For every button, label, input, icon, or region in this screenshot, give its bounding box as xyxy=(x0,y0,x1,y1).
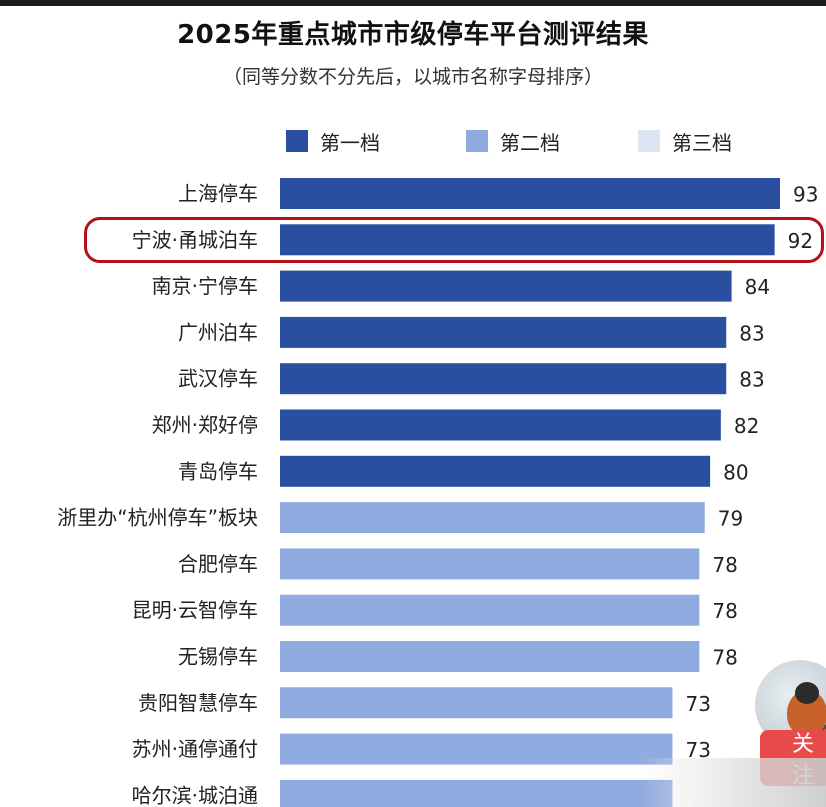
bar-5 xyxy=(280,409,721,441)
category-label-4: 武汉停车 xyxy=(178,367,258,391)
bar-2 xyxy=(280,270,732,302)
category-label-3: 广州泊车 xyxy=(178,320,258,344)
value-label-7: 79 xyxy=(718,507,743,531)
bar-12 xyxy=(280,733,673,765)
bar-6 xyxy=(280,455,711,487)
legend-label-tier3: 第三档 xyxy=(672,130,732,155)
chart-title: 2025年重点城市市级停车平台测评结果 xyxy=(177,20,649,50)
legend-swatch-tier2 xyxy=(466,130,488,152)
category-label-7: 浙里办“杭州停车”板块 xyxy=(57,506,258,530)
bar-13 xyxy=(280,779,673,807)
category-label-6: 青岛停车 xyxy=(178,459,258,483)
highlight-box xyxy=(84,217,824,263)
bar-7 xyxy=(280,502,705,534)
value-label-9: 78 xyxy=(712,599,737,623)
legend-swatch-tier3 xyxy=(638,130,660,152)
category-label-9: 昆明·云智停车 xyxy=(132,598,258,622)
legend: 第一档 第二档 第三档 xyxy=(0,126,826,156)
value-label-2: 84 xyxy=(745,275,770,299)
category-label-5: 郑州·郑好停 xyxy=(152,413,258,437)
legend-label-tier1: 第一档 xyxy=(320,130,380,155)
category-label-10: 无锡停车 xyxy=(178,645,258,669)
legend-item-tier3: 第三档 xyxy=(638,126,732,156)
bar-4 xyxy=(280,363,727,395)
bottom-overlay xyxy=(640,758,826,807)
chart-subtitle: （同等分数不分先后，以城市名称字母排序） xyxy=(222,66,603,88)
value-label-0: 93 xyxy=(793,183,818,207)
value-label-3: 83 xyxy=(739,321,764,345)
category-label-8: 合肥停车 xyxy=(178,552,258,576)
bar-8 xyxy=(280,548,700,580)
bar-0 xyxy=(280,178,780,209)
category-label-0: 上海停车 xyxy=(178,182,258,206)
value-label-8: 78 xyxy=(712,553,737,577)
legend-label-tier2: 第二档 xyxy=(500,130,560,155)
bar-11 xyxy=(280,687,673,719)
legend-item-tier1: 第一档 xyxy=(286,126,380,156)
category-label-11: 贵阳智慧停车 xyxy=(138,691,258,715)
category-label-12: 苏州·通停通付 xyxy=(132,737,258,761)
value-label-11: 73 xyxy=(685,692,710,716)
bar-10 xyxy=(280,641,700,672)
category-label-1: 宁波·甬城泊车 xyxy=(132,228,258,252)
top-bar xyxy=(0,0,826,6)
bird-head-shape xyxy=(795,682,819,704)
bar-3 xyxy=(280,316,727,348)
value-label-4: 83 xyxy=(739,368,764,392)
value-label-5: 82 xyxy=(734,414,759,438)
bar-1 xyxy=(280,224,775,256)
category-label-13: 哈尔滨·城泊通 xyxy=(132,783,258,807)
category-label-2: 南京·宁停车 xyxy=(152,274,258,298)
value-label-6: 80 xyxy=(723,460,748,484)
value-label-10: 78 xyxy=(712,646,737,670)
bar-9 xyxy=(280,594,700,626)
legend-swatch-tier1 xyxy=(286,130,308,152)
legend-item-tier2: 第二档 xyxy=(466,126,560,156)
